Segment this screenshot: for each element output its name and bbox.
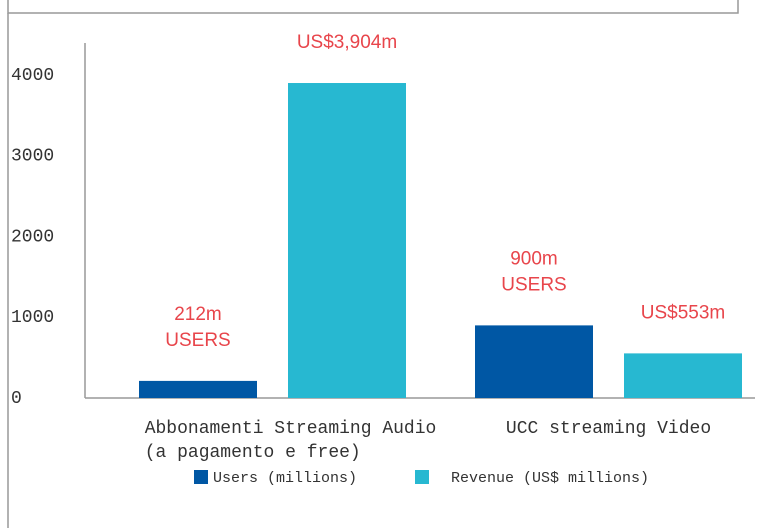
bar [624, 353, 742, 398]
bar [139, 380, 257, 398]
bar [475, 325, 593, 398]
header-box [7, 0, 739, 14]
legend-label: Revenue (US$ millions) [451, 470, 649, 487]
y-tick-label: 4000 [11, 66, 54, 86]
value-label: US$3,904m [297, 32, 397, 53]
y-tick-label: 0 [11, 389, 22, 409]
bar [288, 83, 406, 398]
legend-swatch [415, 470, 429, 484]
y-tick-label: 2000 [11, 227, 54, 247]
legend-swatch [194, 470, 208, 484]
x-tick-label: Abbonamenti Streaming Audio (a pagamento … [145, 419, 437, 463]
x-tick-label: UCC streaming Video [506, 419, 711, 439]
value-label: US$553m [641, 302, 726, 323]
legend-label: Users (millions) [213, 470, 357, 487]
y-tick-label: 1000 [11, 308, 54, 328]
y-tick-label: 3000 [11, 147, 54, 167]
value-label: 212m USERS [165, 304, 230, 351]
value-label: 900m USERS [501, 248, 566, 295]
